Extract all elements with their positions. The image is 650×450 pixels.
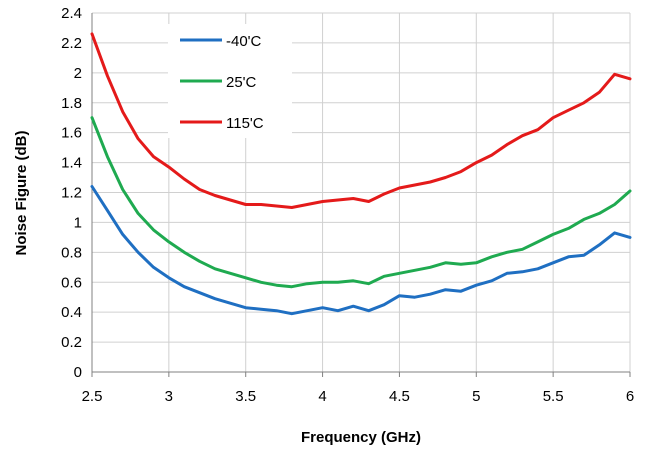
x-axis-title: Frequency (GHz) bbox=[301, 429, 421, 446]
axes bbox=[91, 13, 631, 377]
series-line-25 bbox=[90, 116, 632, 289]
y-tick-label: 1.8 bbox=[61, 95, 82, 112]
y-tick-label: 0.8 bbox=[61, 244, 82, 261]
y-tick-label: 1.6 bbox=[61, 125, 82, 142]
legend-item-25: 25'C bbox=[180, 74, 257, 91]
x-tick-label: 2.5 bbox=[82, 388, 103, 405]
y-tick-label: 2.2 bbox=[61, 35, 82, 52]
y-tick-label: 0 bbox=[74, 364, 82, 381]
y-tick-label: 0.2 bbox=[61, 334, 82, 351]
legend-label-115: 115'C bbox=[226, 115, 264, 132]
y-tick-label: 1.2 bbox=[61, 185, 82, 202]
legend-item-115: 115'C bbox=[180, 115, 264, 132]
y-tick-label: 2.4 bbox=[61, 5, 82, 22]
x-tick-label: 3.5 bbox=[235, 388, 256, 405]
x-tick-label: 4.5 bbox=[389, 388, 410, 405]
y-tick-label: 0.4 bbox=[61, 304, 82, 321]
x-tick-label: 5 bbox=[472, 388, 480, 405]
x-tick-label: 6 bbox=[626, 388, 634, 405]
legend-label-minus40: -40'C bbox=[226, 33, 262, 50]
series-line-115 bbox=[90, 32, 632, 209]
x-tick-label: 5.5 bbox=[543, 388, 564, 405]
y-tick-label: 0.6 bbox=[61, 274, 82, 291]
x-tick-label: 4 bbox=[318, 388, 326, 405]
legend-item-minus40: -40'C bbox=[180, 33, 262, 50]
y-tick-label: 1.4 bbox=[61, 155, 82, 172]
y-tick-label: 1 bbox=[74, 214, 82, 231]
legend-label-25: 25'C bbox=[226, 74, 257, 91]
y-tick-label: 2 bbox=[74, 65, 82, 82]
legend: -40'C 25'C 115'C bbox=[168, 24, 292, 138]
series-lines bbox=[90, 32, 632, 316]
series-line-minus40 bbox=[90, 185, 632, 316]
y-axis-title: Noise Figure (dB) bbox=[13, 130, 30, 255]
x-tick-label: 3 bbox=[165, 388, 173, 405]
tick-labels: 0 0.2 0.4 0.6 0.8 1 1.2 1.4 1.6 1.8 2 2.2 2.4 2.5 3 3.5… bbox=[61, 5, 634, 405]
